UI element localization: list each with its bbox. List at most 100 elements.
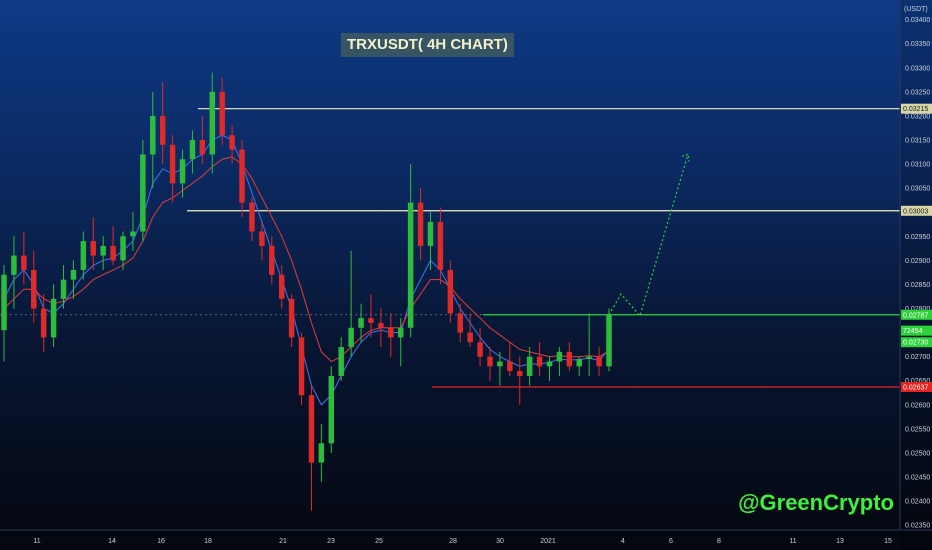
candle-body (517, 371, 523, 376)
candle-body (566, 351, 573, 367)
y-tick-label: 0.02900 (905, 258, 930, 265)
candle-body (110, 245, 116, 261)
y-tick-label: 0.02400 (905, 499, 930, 506)
x-tick-label: 23 (327, 538, 335, 545)
candle-body (556, 351, 563, 362)
candle-body (467, 332, 473, 343)
x-tick-label: 14 (108, 538, 116, 545)
y-tick-label: 0.03100 (905, 162, 930, 169)
level-price-tag-text: 0.03003 (903, 208, 928, 215)
candle-body (497, 361, 503, 367)
x-tick-label: 28 (449, 538, 457, 545)
candle-body (338, 347, 344, 376)
candle-body (269, 245, 275, 275)
candle-body (507, 361, 513, 372)
candle-body (318, 443, 325, 463)
x-tick-label: 8 (717, 538, 721, 545)
moving-average-layer (3, 134, 610, 406)
candle-body (427, 221, 434, 246)
price-tag (901, 382, 932, 392)
projection-arrowhead (681, 153, 690, 162)
candle-body (1, 274, 7, 331)
y-tick-label: 0.03350 (905, 41, 930, 48)
candle-body (130, 231, 136, 237)
x-tick-label: 4 (621, 538, 625, 545)
x-tick-label: 25 (375, 538, 383, 545)
candle-body (368, 318, 374, 323)
candle-body (229, 135, 235, 150)
ma-slow-line (3, 156, 610, 363)
y-tick-label: 0.02850 (905, 282, 930, 289)
y-tick-label: 0.02950 (905, 234, 930, 241)
candle-body (189, 140, 196, 160)
x-tick-label: 15 (884, 538, 892, 545)
candle-body (546, 361, 553, 367)
y-axis-panel (900, 0, 932, 550)
chart-title: TRXUSDT( 4H CHART) (341, 33, 514, 57)
candle-body (487, 356, 493, 367)
candle-body (477, 342, 483, 357)
y-tick-label: 0.02700 (905, 354, 930, 361)
x-tick-label: 6 (669, 538, 673, 545)
y-tick-label: 0.03150 (905, 138, 930, 145)
candle-body (259, 231, 265, 246)
x-tick-label: 18 (204, 538, 212, 545)
level-price-tag-text: 0.03215 (903, 106, 928, 113)
level-price-tag (901, 103, 932, 114)
y-tick-label: 0.02800 (905, 306, 930, 313)
x-tick-label: 11 (789, 538, 796, 545)
y-tick-label: 0.03300 (905, 65, 930, 72)
y-tick-label: 0.03250 (905, 89, 930, 96)
price-tag-text: 0.02730 (903, 340, 928, 347)
x-tick-label: 2021 (540, 538, 556, 545)
candle-body (219, 91, 225, 136)
candle-body (348, 327, 354, 348)
y-tick-label: 0.02550 (905, 426, 930, 433)
price-tag (901, 309, 932, 320)
candle-body (417, 202, 424, 246)
ma-fast-line (3, 134, 610, 406)
candle-body (31, 270, 37, 309)
candle-body (407, 202, 414, 328)
y-tick-label: 0.02650 (905, 378, 930, 385)
y-tick-label: 0.03050 (905, 186, 930, 193)
candle-body (447, 270, 454, 314)
candle-body (596, 356, 602, 367)
watermark: @GreenCrypto (738, 490, 894, 515)
y-tick-label: 0.03400 (905, 17, 930, 24)
x-tick-label: 16 (157, 538, 165, 545)
projection-layer (608, 153, 690, 317)
candle-body (239, 149, 245, 203)
candle-body (586, 356, 592, 360)
level-price-tag (901, 205, 932, 216)
candle-body (358, 318, 364, 328)
candle-body (120, 236, 126, 261)
candle-body (536, 356, 543, 367)
candle-body (576, 359, 582, 367)
x-tick-label: 30 (496, 538, 504, 545)
price-tag (901, 337, 932, 348)
candle-body (457, 313, 463, 333)
candle-body (437, 221, 444, 270)
candle-body (278, 274, 285, 299)
y-tick-label: 0.02500 (905, 450, 930, 457)
y-tick-label: 0.02600 (905, 402, 930, 409)
candle-body (606, 314, 612, 367)
candle-body (179, 159, 186, 184)
candle-body (140, 154, 146, 232)
candle-body (40, 308, 47, 338)
candle-body (397, 327, 404, 338)
y-unit-label: (USDT) (904, 6, 928, 13)
level-layer (0, 108, 900, 388)
y-tick-label: 0.03200 (905, 113, 930, 120)
candle-body (159, 115, 166, 145)
candle-body (308, 395, 315, 463)
candle-body (378, 322, 384, 328)
candle-body (199, 140, 206, 155)
price-tag-text: 72454 (903, 328, 923, 335)
candle-body (249, 202, 255, 232)
candle-body (70, 270, 77, 280)
